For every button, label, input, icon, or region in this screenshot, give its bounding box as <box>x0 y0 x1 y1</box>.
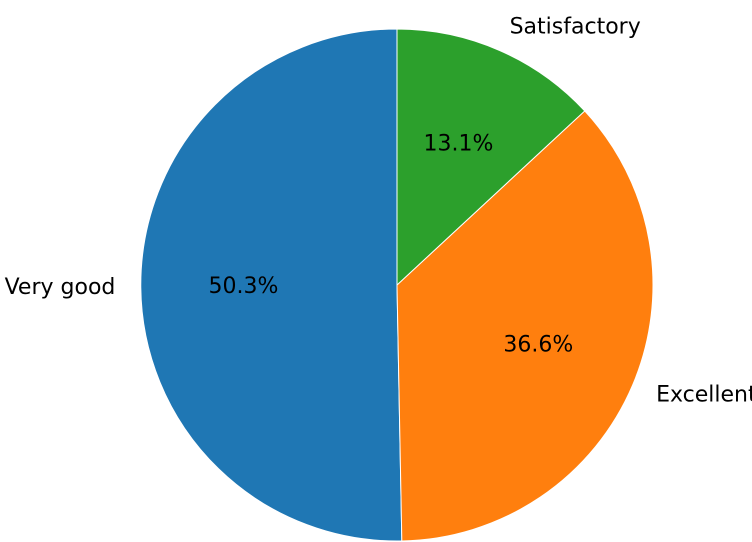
pie-pct-label-very-good: 50.3% <box>208 274 278 299</box>
pie-category-label-excellent: Excellent <box>656 383 752 408</box>
pie-labels: 50.3% Very good 36.6% Excellent 13.1% Satisfa… <box>5 14 752 407</box>
pie-pct-label-excellent: 36.6% <box>503 333 573 358</box>
pie-slices <box>140 28 654 542</box>
pie-slice-excellent <box>396 110 654 542</box>
pie-slice-satisfactory <box>396 28 586 287</box>
pie-category-label-satisfactory: Satisfactory <box>510 14 641 39</box>
pie-slice-very-good <box>140 28 403 542</box>
pie-pct-label-satisfactory: 13.1% <box>423 132 493 157</box>
pie-category-label-very-good: Very good <box>5 275 116 300</box>
